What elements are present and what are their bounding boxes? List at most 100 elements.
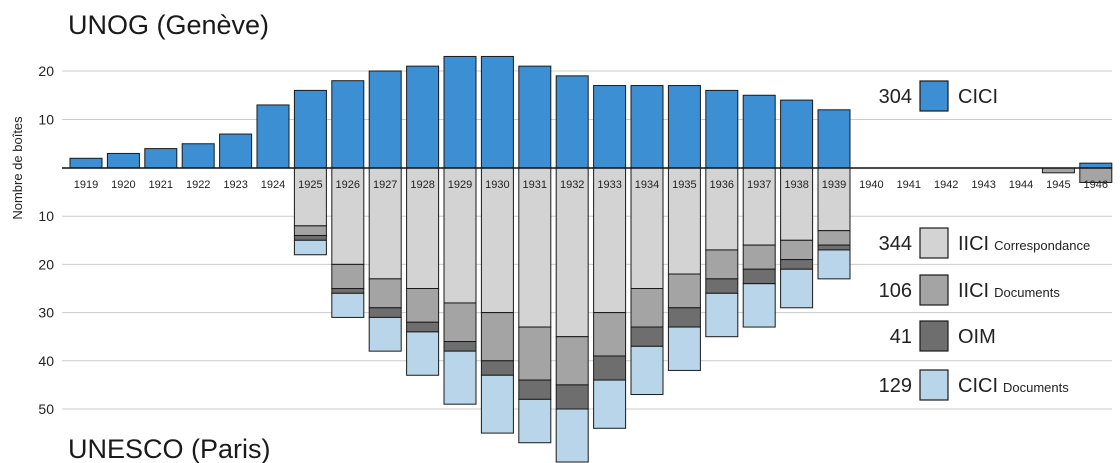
bar-iici_docs-1929 — [443, 302, 477, 343]
bar-iici_corr-1925 — [293, 167, 327, 227]
x-tick-1926: 1926 — [336, 179, 360, 191]
x-tick-1935: 1935 — [672, 179, 696, 191]
bar-oim-1929 — [443, 341, 477, 352]
bar-cici-1934 — [630, 85, 664, 169]
bar-cici_docs-1934 — [630, 345, 664, 396]
bar-oim-1931 — [518, 379, 552, 400]
axis: 10 20 10 20 30 40 50 1919 1920 1921 1922 1923 1924 19… — [38, 63, 1112, 417]
bar-iici_corr-1931 — [518, 167, 552, 328]
bar-cici-1927 — [368, 70, 402, 169]
bar-iici_corr-1939 — [817, 167, 851, 232]
bar-oim-1927 — [368, 307, 402, 318]
x-tick-1929: 1929 — [448, 179, 472, 191]
x-tick-1923: 1923 — [223, 179, 247, 191]
bar-cici-1933 — [593, 85, 627, 169]
y-axis-label: Nombre de boîtes — [10, 116, 25, 220]
x-tick-1941: 1941 — [897, 179, 921, 191]
legend-swatch-oim — [919, 320, 949, 352]
x-tick-1930: 1930 — [485, 179, 509, 191]
bar-cici-1926 — [331, 80, 365, 169]
legend-swatch-cici — [919, 80, 949, 112]
x-tick-1932: 1932 — [560, 179, 584, 191]
x-tick-1940: 1940 — [859, 179, 883, 191]
x-tick-1937: 1937 — [747, 179, 771, 191]
bar-iici_corr-1938 — [780, 167, 814, 241]
bar-iici_corr-1933 — [593, 167, 627, 314]
bar-cici-1928 — [406, 65, 440, 169]
bar-cici-1921 — [144, 148, 178, 169]
bar-oim-1936 — [705, 278, 739, 294]
bar-oim-1925 — [293, 234, 327, 241]
y-tick-bottom-50: 50 — [38, 401, 54, 417]
bar-iici_docs-1934 — [630, 288, 664, 328]
bars — [69, 55, 1113, 463]
y-tick-bottom-40: 40 — [38, 353, 54, 369]
bar-cici-1924 — [256, 104, 290, 169]
bar-iici_corr-1928 — [406, 167, 440, 289]
bar-cici-1939 — [817, 109, 851, 169]
bar-cici_docs-1935 — [667, 326, 701, 371]
x-tick-1919: 1919 — [74, 179, 98, 191]
legend-label-iici_docs: IICI Documents — [958, 280, 1060, 302]
x-tick-1920: 1920 — [111, 179, 135, 191]
bar-iici_docs-1935 — [667, 273, 701, 309]
bar-iici_docs-1930 — [480, 312, 514, 362]
legend-label-cici_docs: CICI Documents — [958, 375, 1069, 397]
bar-iici_docs-1936 — [705, 249, 739, 280]
bar-iici_docs-1927 — [368, 278, 402, 309]
bar-cici_docs-1925 — [293, 239, 327, 256]
y-tick-bottom-10: 10 — [38, 208, 54, 224]
chart-title-bottom: UNESCO (Paris) — [68, 434, 271, 463]
legend-count-iici_docs: 106 — [879, 280, 912, 302]
bar-cici-1929 — [443, 55, 477, 169]
bar-cici-1922 — [181, 143, 215, 169]
x-tick-1924: 1924 — [261, 179, 285, 191]
bar-cici-1932 — [555, 75, 589, 169]
bar-oim-1928 — [406, 321, 440, 333]
bar-oim-1938 — [780, 259, 814, 270]
bar-iici_docs-1937 — [742, 244, 776, 270]
bar-cici_docs-1931 — [518, 398, 552, 444]
bar-iici_corr-1930 — [480, 167, 514, 314]
legend-count-iici_corr: 344 — [879, 233, 912, 255]
bar-cici-1936 — [705, 89, 739, 169]
bar-cici_docs-1936 — [705, 292, 739, 338]
x-tick-1942: 1942 — [934, 179, 958, 191]
legend-swatch-cici_docs — [919, 369, 949, 401]
bar-oim-1926 — [331, 288, 365, 294]
bar-iici_corr-1935 — [667, 167, 701, 275]
bar-cici_docs-1930 — [480, 374, 514, 434]
bar-iici_docs-1925 — [293, 225, 327, 236]
legend-label-oim: OIM — [958, 326, 996, 348]
x-tick-1933: 1933 — [597, 179, 621, 191]
bar-oim-1930 — [480, 360, 514, 376]
legend: 304 CICI 344 IICI Correspondance 106 IICI Docum… — [879, 80, 1090, 401]
bar-oim-1937 — [742, 268, 776, 285]
bar-cici-1923 — [219, 133, 253, 169]
bar-cici-1919 — [69, 157, 103, 169]
x-tick-1943: 1943 — [971, 179, 995, 191]
bar-iici_corr-1932 — [555, 167, 589, 338]
bar-oim-1939 — [817, 244, 851, 251]
bar-iici_docs-1928 — [406, 288, 440, 323]
bar-cici-1925 — [293, 89, 327, 169]
y-tick-bottom-30: 30 — [38, 305, 54, 321]
bar-cici-1930 — [480, 55, 514, 169]
legend-suffix-iici_corr: Correspondance — [994, 238, 1090, 253]
x-tick-1945: 1945 — [1046, 179, 1070, 191]
bar-cici_docs-1932 — [555, 408, 589, 463]
y-tick-top-10: 10 — [38, 112, 54, 128]
x-tick-1936: 1936 — [710, 179, 734, 191]
x-tick-1925: 1925 — [298, 179, 322, 191]
bar-cici_docs-1939 — [817, 249, 851, 280]
bar-cici_docs-1937 — [742, 283, 776, 328]
bar-cici-1920 — [106, 152, 140, 169]
bar-iici_docs-1933 — [593, 312, 627, 357]
legend-count-cici: 304 — [879, 86, 912, 108]
x-tick-1921: 1921 — [149, 179, 173, 191]
bar-cici-1935 — [667, 85, 701, 169]
bar-cici_docs-1938 — [780, 268, 814, 309]
x-tick-1931: 1931 — [523, 179, 547, 191]
bar-cici-1931 — [518, 65, 552, 169]
